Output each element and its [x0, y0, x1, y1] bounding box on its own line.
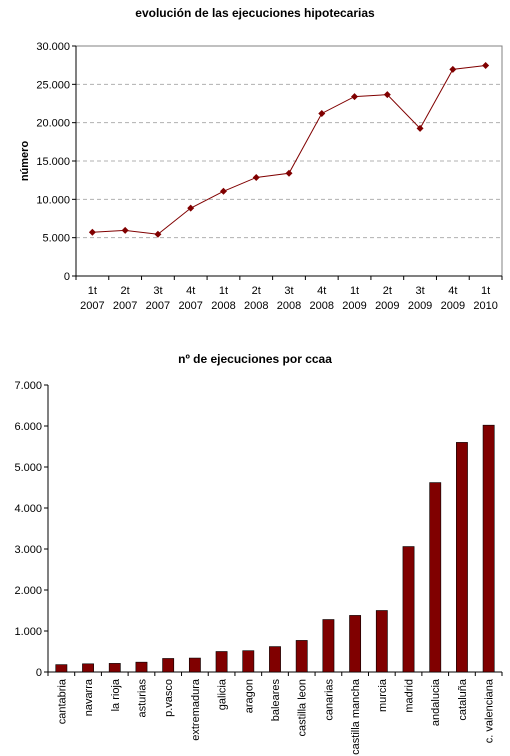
- y-tick-label: 0: [64, 271, 70, 283]
- data-point: [351, 93, 359, 101]
- bar: [349, 615, 362, 673]
- x-tick-label: cantabria: [56, 678, 68, 724]
- data-point: [383, 91, 391, 99]
- bar: [456, 442, 468, 673]
- bar: [402, 546, 415, 673]
- y-tick-label: 5.000: [14, 462, 42, 474]
- x-tick-label: asturias: [136, 679, 148, 718]
- x-tick-label: 3t: [153, 285, 162, 297]
- x-tick-label: 1t: [481, 285, 490, 297]
- x-tick-label: 2009: [342, 300, 366, 312]
- bar: [188, 657, 201, 673]
- x-tick-label: 2007: [113, 300, 137, 312]
- x-tick-label: andalucia: [430, 678, 442, 726]
- x-tick-label: 2t: [383, 285, 392, 297]
- bar: [135, 661, 148, 673]
- x-tick-label: extremadura: [190, 678, 202, 741]
- y-tick-label: 6.000: [14, 421, 42, 433]
- bar: [429, 482, 442, 673]
- y-tick-label: 1.000: [14, 626, 42, 638]
- bar: [215, 651, 228, 673]
- x-tick-label: 2009: [441, 300, 465, 312]
- bar: [55, 664, 68, 673]
- x-tick-label: 1t: [88, 285, 97, 297]
- x-tick-label: 2008: [277, 300, 301, 312]
- y-tick-label: 20.000: [36, 118, 70, 130]
- y-tick-label: 15.000: [36, 156, 70, 168]
- data-point: [252, 173, 260, 181]
- y-axis-label: número: [19, 141, 31, 182]
- x-tick-label: 2008: [211, 300, 235, 312]
- x-tick-label: 4t: [317, 285, 326, 297]
- x-tick-label: 2007: [80, 300, 104, 312]
- y-tick-label: 10.000: [36, 194, 70, 206]
- data-point: [219, 187, 227, 195]
- x-tick-label: 2008: [244, 300, 268, 312]
- x-tick-label: castilla leon: [297, 679, 309, 736]
- bar: [322, 619, 335, 673]
- bar: [375, 610, 388, 673]
- x-tick-label: madrid: [404, 679, 416, 713]
- y-tick-label: 25.000: [36, 79, 70, 91]
- bar: [108, 663, 121, 673]
- data-point: [187, 204, 195, 212]
- x-tick-label: castilla mancha: [350, 678, 362, 755]
- y-tick-label: 0: [36, 667, 42, 679]
- x-tick-label: p.vasco: [163, 679, 175, 717]
- data-point: [318, 109, 326, 117]
- x-tick-label: 2008: [310, 300, 334, 312]
- x-tick-label: la rioja: [110, 678, 122, 711]
- data-point: [88, 228, 96, 236]
- x-tick-label: 2009: [408, 300, 432, 312]
- data-point: [482, 62, 490, 70]
- x-tick-label: 3t: [415, 285, 424, 297]
- x-tick-label: 4t: [186, 285, 195, 297]
- y-tick-label: 4.000: [14, 503, 42, 515]
- x-tick-label: 2010: [473, 300, 497, 312]
- x-tick-label: 2t: [252, 285, 261, 297]
- data-point: [121, 226, 129, 234]
- x-tick-label: 2007: [178, 300, 202, 312]
- bar: [269, 646, 281, 673]
- y-tick-label: 30.000: [36, 41, 70, 53]
- bar: [482, 424, 495, 673]
- bar-chart-title: nº de ejecuciones por ccaa: [178, 352, 332, 366]
- line-chart-title: evolución de las ejecuciones hipotecaria…: [135, 6, 375, 20]
- y-tick-label: 7.000: [14, 380, 42, 392]
- x-tick-label: galicia: [217, 678, 229, 710]
- bar: [295, 640, 308, 673]
- x-tick-label: c. valenciana: [484, 678, 496, 743]
- y-tick-label: 2.000: [14, 585, 42, 597]
- bar: [162, 658, 175, 673]
- y-tick-label: 3.000: [14, 544, 42, 556]
- line-chart: 0 5.000 10.000 15.000 20.000 25.000 30.000 1t 20…: [19, 41, 503, 312]
- x-tick-label: canarias: [323, 679, 335, 721]
- x-tick-label: navarra: [83, 678, 95, 716]
- data-point: [449, 65, 457, 73]
- x-tick-label: 2007: [146, 300, 170, 312]
- data-point: [154, 230, 162, 238]
- data-point: [416, 124, 424, 132]
- x-tick-label: 1t: [219, 285, 228, 297]
- y-tick-label: 5.000: [42, 233, 70, 245]
- x-tick-label: 2t: [121, 285, 130, 297]
- x-tick-label: 3t: [284, 285, 293, 297]
- x-tick-label: baleares: [270, 679, 282, 722]
- x-tick-label: aragon: [243, 679, 255, 713]
- x-tick-label: 1t: [350, 285, 359, 297]
- x-tick-label: 4t: [448, 285, 457, 297]
- bar: [82, 663, 94, 673]
- x-tick-label: cataluña: [457, 678, 469, 720]
- bar: [242, 650, 255, 673]
- x-tick-label: 2009: [375, 300, 399, 312]
- x-tick-label: murcia: [377, 678, 389, 712]
- data-point: [285, 169, 293, 177]
